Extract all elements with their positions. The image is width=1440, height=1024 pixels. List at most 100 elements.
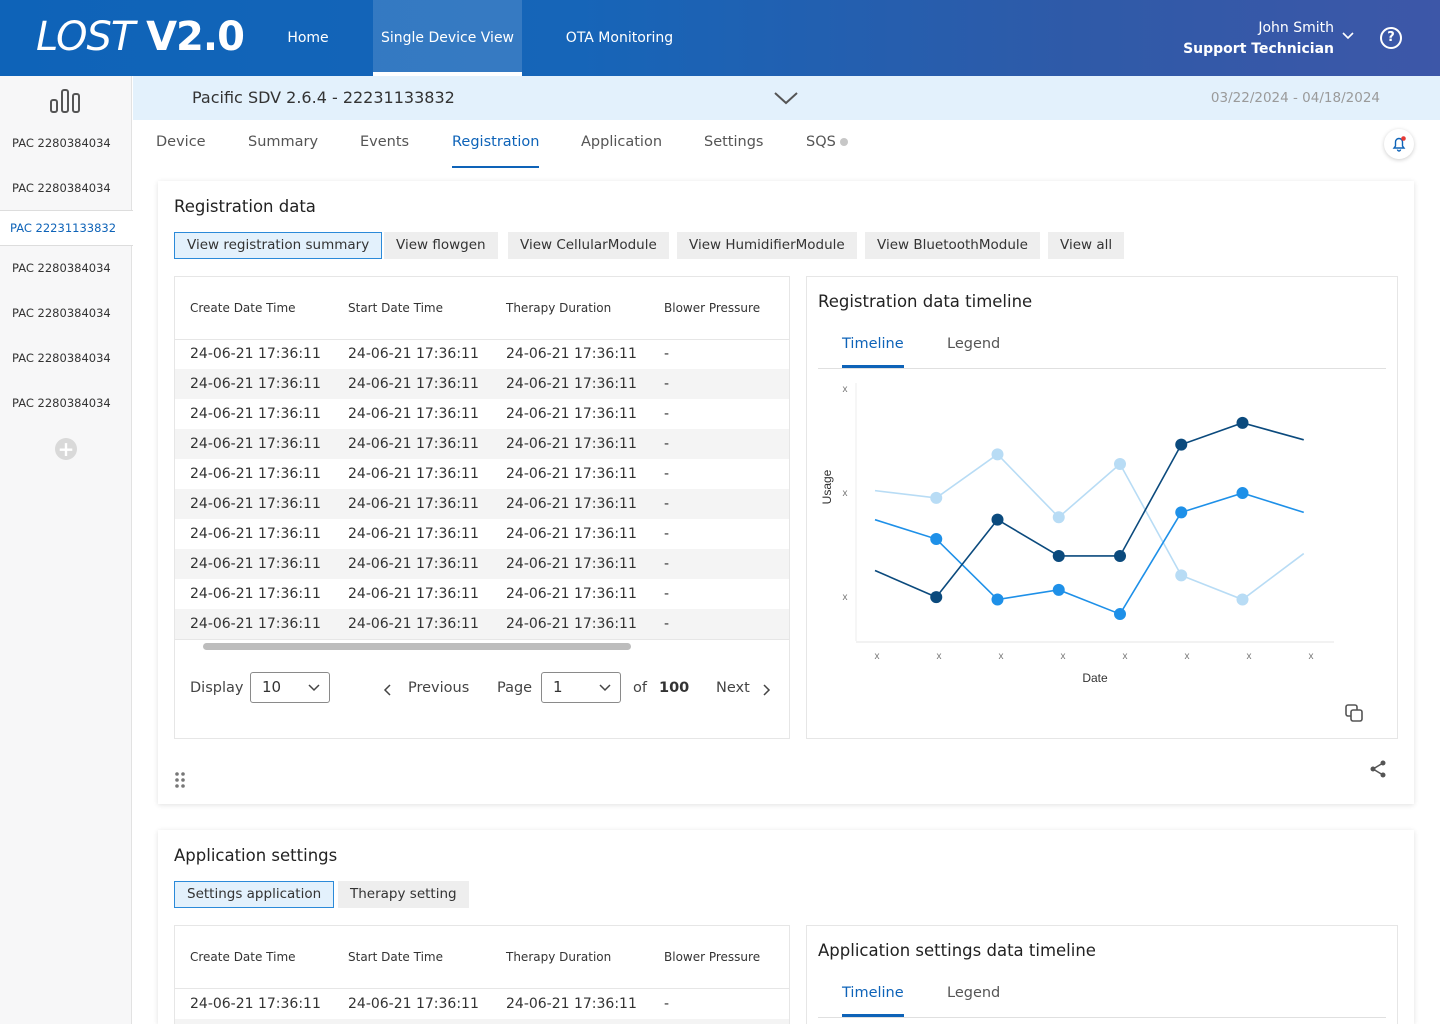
rows-per-page-select[interactable]: 10 [250,672,330,703]
table-row[interactable]: 24-06-21 17:36:11 24-06-21 17:36:11 24-06-… [175,549,789,579]
page-select[interactable]: 1 [541,672,621,703]
column-header[interactable]: Create Date Time [190,301,296,315]
series-line-0 [874,453,1305,601]
table-row[interactable]: 24-06-21 17:36:11 24-06-21 17:36:11 24-06-… [175,489,789,519]
table-cell: - [664,346,670,362]
tab-sqs[interactable]: SQS [806,134,848,168]
tab-legend[interactable]: Legend [947,985,1001,1001]
table-row[interactable]: 24-06-21 17:36:11 24-06-21 17:36:11 24-06-… [175,399,789,429]
chevron-down-icon[interactable] [1340,28,1356,44]
tab-timeline[interactable]: Timeline [842,985,904,1017]
data-point[interactable] [1175,506,1188,519]
data-point[interactable] [930,491,943,504]
data-point[interactable] [1052,549,1065,562]
data-point[interactable] [991,593,1004,606]
drag-handle-icon[interactable] [174,771,188,791]
add-device-icon[interactable]: + [55,438,77,460]
data-point[interactable] [1052,583,1065,596]
date-range[interactable]: 03/22/2024 - 04/18/2024 [1210,90,1380,106]
chart-series-group [874,416,1305,621]
tab-events[interactable]: Events [360,134,410,150]
sidebar-device-item[interactable]: PAC 2280384034 [12,396,111,410]
bar-chart-icon[interactable] [50,86,82,114]
column-header[interactable]: Therapy Duration [506,950,612,964]
view-registration-summary-button[interactable]: View registration summary [174,232,383,259]
help-icon[interactable]: ? [1380,27,1402,49]
table-row[interactable]: 24-06-21 17:36:11 24-06-21 17:36:11 24-06-… [175,339,789,369]
user-menu[interactable]: John Smith Support Technician [1183,18,1334,60]
data-point[interactable] [1236,593,1249,606]
sidebar-device-item[interactable]: PAC 2280384034 [12,351,111,365]
data-point[interactable] [1236,487,1249,500]
column-header[interactable]: Start Date Time [348,301,443,315]
previous-label: Previous [408,680,470,696]
app-logo[interactable]: LOST V2.0 [36,14,245,60]
tab-settings[interactable]: Settings [704,134,764,150]
scrollbar-thumb[interactable] [203,643,631,650]
data-point[interactable] [1114,608,1126,621]
therapy-setting-button[interactable]: Therapy setting [338,881,469,908]
chevron-down-icon [308,684,320,692]
table-cell: 24-06-21 17:36:11 [190,436,321,452]
table-row[interactable]: 24-06-21 17:36:11 24-06-21 17:36:11 24-0… [175,989,789,1019]
tab-timeline[interactable]: Timeline [842,336,904,368]
column-header[interactable]: Therapy Duration [506,301,612,315]
table-cell: 24-06-21 17:36:11 [506,586,637,602]
data-point[interactable] [930,533,943,546]
data-point[interactable] [1052,511,1065,524]
view-bluetooth-module-button[interactable]: View BluetoothModule [865,232,1040,259]
table-row[interactable]: 24-06-21 17:36:11 24-06-21 17:36:11 24-06-… [175,429,789,459]
table-row[interactable]: 24-06-21 17:36:11 24-06-21 17:36:11 24-06-… [175,609,789,639]
tab-application[interactable]: Application [581,134,663,150]
sidebar-device-item[interactable]: PAC 2280384034 [12,181,111,195]
application-settings-card: Application settings Settings applicatio… [158,830,1414,1024]
table-cell: 24-06-21 17:36:11 [348,996,479,1012]
column-header[interactable]: Start Date Time [348,950,443,964]
table-row[interactable] [175,1019,789,1024]
view-humidifier-module-button[interactable]: View HumidifierModule [677,232,857,259]
nav-single-device-view[interactable]: Single Device View [373,0,522,76]
data-point[interactable] [1114,549,1126,562]
tab-legend[interactable]: Legend [947,336,1001,352]
sidebar-device-item[interactable]: PAC 2280384034 [12,306,111,320]
next-page-button[interactable]: Next [716,680,776,700]
sidebar-device-item[interactable]: PAC 2280384034 [12,261,111,275]
data-point[interactable] [1236,416,1249,429]
nav-ota-monitoring[interactable]: OTA Monitoring [565,30,674,46]
sidebar-device-item[interactable]: PAC 2280384034 [12,136,111,150]
data-point[interactable] [1175,438,1188,451]
data-point[interactable] [1114,458,1126,471]
table-cell: 24-06-21 17:36:11 [190,556,321,572]
settings-application-button[interactable]: Settings application [174,881,335,908]
view-flowgen-button[interactable]: View flowgen [384,232,498,259]
table-row[interactable]: 24-06-21 17:36:11 24-06-21 17:36:11 24-06-… [175,519,789,549]
data-point[interactable] [991,513,1004,526]
tab-registration[interactable]: Registration [452,134,540,168]
chevron-down-icon[interactable] [773,90,799,106]
table-row[interactable]: 24-06-21 17:36:11 24-06-21 17:36:11 24-06-… [175,369,789,399]
view-cellular-module-button[interactable]: View CellularModule [508,232,669,259]
table-row[interactable]: 24-06-21 17:36:11 24-06-21 17:36:11 24-06-… [175,579,789,609]
notification-button[interactable] [1384,129,1414,159]
copy-icon[interactable] [1343,703,1365,725]
table-row[interactable]: 24-06-21 17:36:11 24-06-21 17:36:11 24-06-… [175,459,789,489]
data-point[interactable] [1175,569,1188,582]
table-cell: - [664,436,670,452]
column-header[interactable]: Blower Pressure [664,301,761,315]
nav-home[interactable]: Home [287,30,329,46]
previous-page-button[interactable]: Previous [383,680,473,700]
table-cell: - [664,586,670,602]
column-header[interactable]: Blower Pressure [664,950,761,964]
data-point[interactable] [991,448,1004,461]
y-tick-label: x [843,592,848,603]
data-point[interactable] [930,591,943,604]
y-tick-label: x [843,488,848,499]
share-icon[interactable] [1368,759,1388,779]
column-header[interactable]: Create Date Time [190,950,296,964]
table-cell: 24-06-21 17:36:11 [506,556,637,572]
sidebar-device-item-active[interactable]: PAC 22231133832 [0,210,133,246]
view-all-button[interactable]: View all [1048,232,1125,259]
tab-summary[interactable]: Summary [248,134,319,150]
table-cell: 24-06-21 17:36:11 [506,496,637,512]
tab-device[interactable]: Device [156,134,206,150]
